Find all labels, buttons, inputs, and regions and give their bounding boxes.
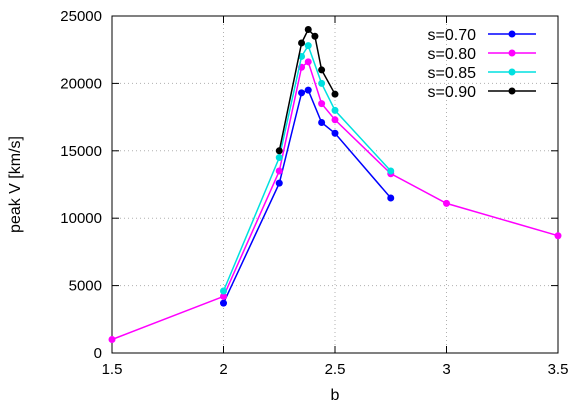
legend-label: s=0.85: [428, 65, 477, 82]
x-tick-label: 2.5: [325, 361, 346, 378]
legend-marker: [508, 68, 516, 76]
data-point: [331, 90, 339, 98]
series-line: [222, 89, 392, 304]
series-line: [111, 60, 559, 341]
axis-ticks: 1.5 2 2.5 3 3.5 0 5000 10000 15000 20000 25000: [60, 8, 568, 378]
series-s=0.90: [275, 25, 339, 155]
data-point: [275, 154, 283, 162]
data-point: [387, 167, 395, 175]
data-point: [304, 58, 312, 66]
y-tick-label: 5000: [69, 278, 102, 295]
data-point: [443, 199, 450, 207]
x-tick-label: 2: [219, 361, 227, 378]
y-axis-title: peak V [km/s]: [7, 136, 24, 233]
legend-marker: [508, 30, 516, 38]
data-point: [304, 25, 312, 33]
series-s=0.70: [220, 86, 395, 307]
x-tick-label: 3.5: [548, 361, 569, 378]
data-point: [318, 100, 326, 108]
series-s=0.80: [108, 58, 562, 344]
data-point: [275, 167, 283, 175]
y-tick-label: 15000: [60, 143, 102, 160]
data-point: [331, 116, 339, 124]
legend-marker: [508, 49, 516, 57]
data-point: [275, 179, 283, 187]
data-point: [387, 194, 395, 202]
data-point: [318, 79, 326, 87]
data-point: [220, 299, 227, 307]
data-point: [318, 118, 326, 126]
data-point: [311, 32, 319, 40]
data-point: [331, 106, 339, 114]
data-point: [304, 42, 312, 50]
data-point: [554, 232, 562, 240]
data-point: [331, 129, 339, 137]
legend-label: s=0.70: [428, 27, 477, 44]
data-point: [298, 89, 306, 97]
data-point: [275, 147, 283, 155]
x-axis-title: b: [331, 387, 340, 404]
grid-lines: [112, 16, 558, 353]
data-point: [318, 66, 326, 74]
legend: s=0.70 s=0.80 s=0.85 s=0.90: [428, 27, 536, 101]
legend-marker: [508, 87, 516, 95]
series-layer: [108, 25, 562, 344]
x-tick-label: 3: [442, 361, 450, 378]
series-s=0.85: [220, 42, 395, 295]
y-tick-label: 20000: [60, 75, 102, 92]
y-tick-label: 0: [94, 345, 102, 362]
x-tick-label: 1.5: [102, 361, 123, 378]
y-tick-label: 10000: [60, 210, 102, 227]
y-tick-label: 25000: [60, 8, 102, 25]
series-line: [278, 28, 336, 151]
data-point: [220, 292, 227, 300]
data-point: [220, 287, 227, 295]
data-point: [108, 336, 116, 344]
legend-label: s=0.90: [428, 84, 477, 101]
data-point: [304, 86, 312, 94]
data-point: [298, 39, 306, 47]
legend-label: s=0.80: [428, 46, 477, 63]
